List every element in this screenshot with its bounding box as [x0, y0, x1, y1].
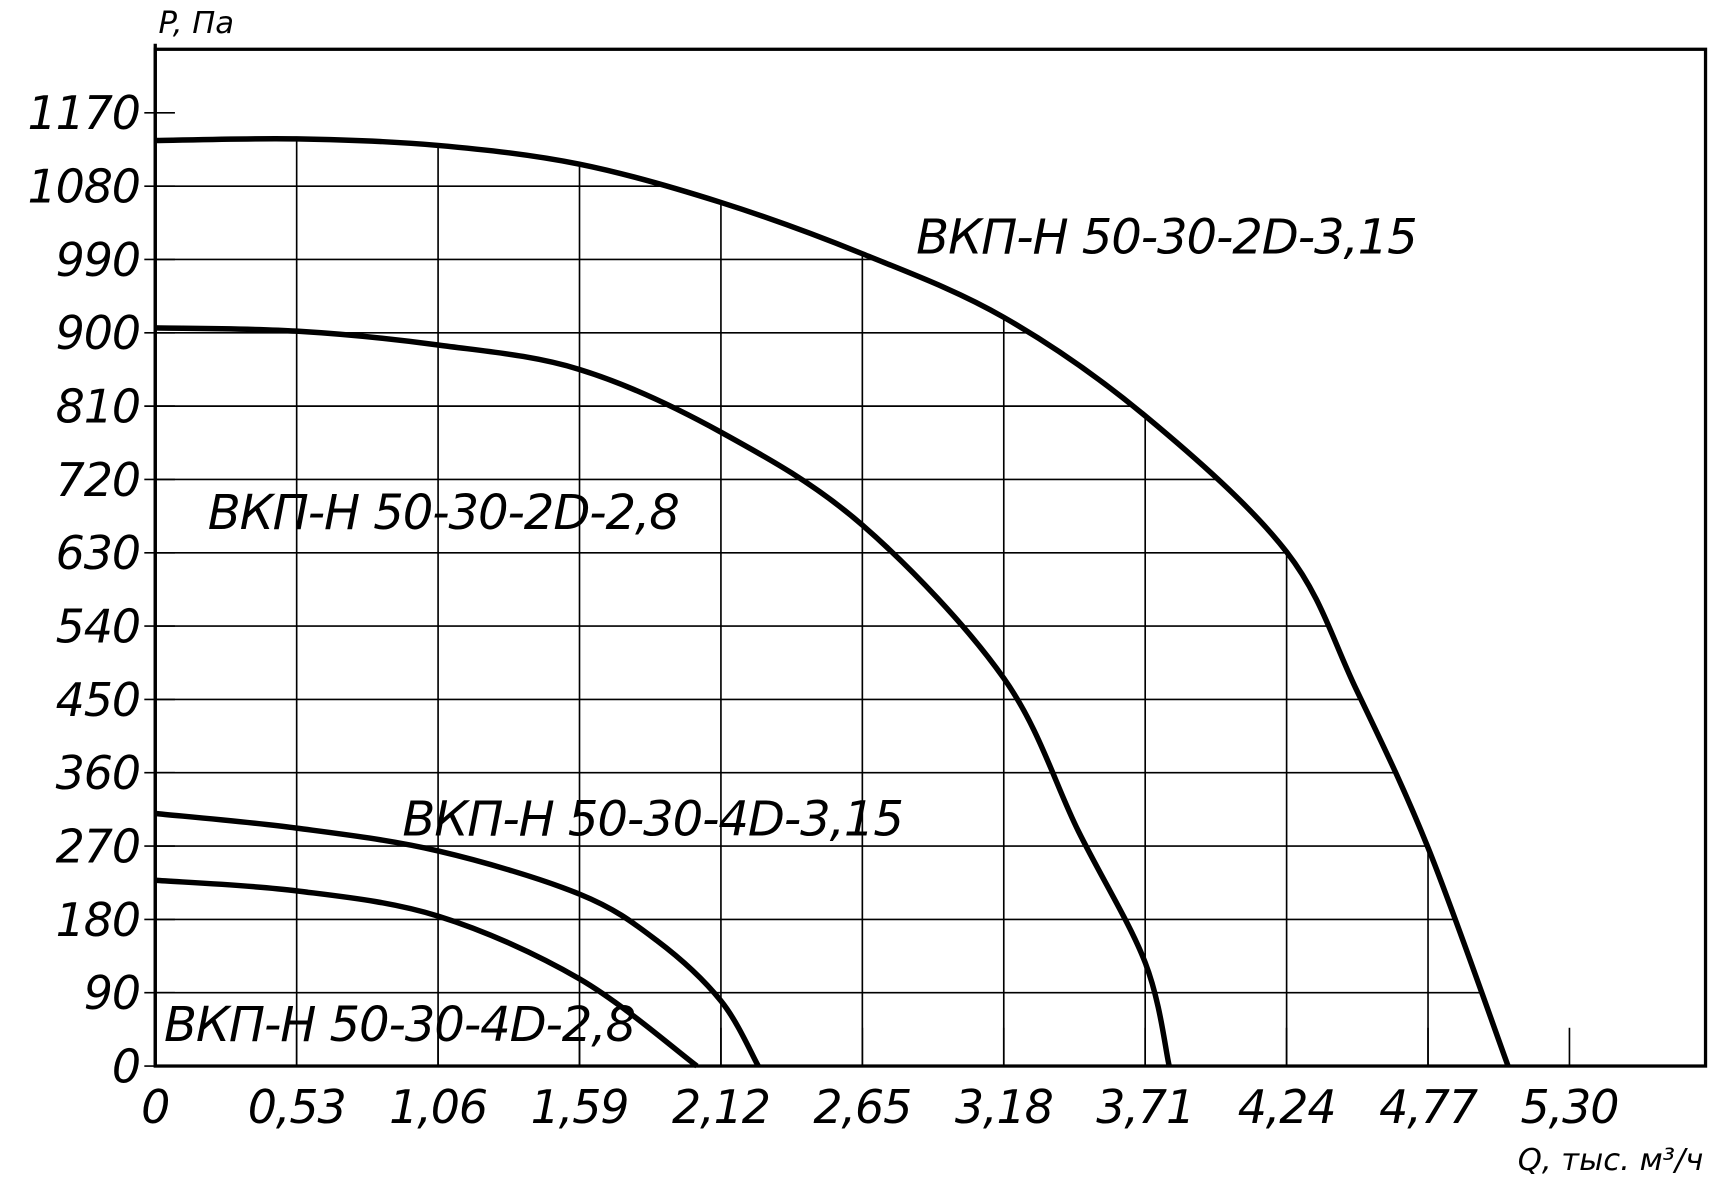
curve — [155, 135, 1511, 1067]
y-tick-label: 270 — [56, 819, 140, 873]
y-tick-label: 900 — [56, 306, 140, 360]
grid — [155, 138, 1509, 1067]
y-tick-label: 990 — [56, 233, 140, 287]
y-tick-label: 1170 — [27, 86, 139, 140]
x-tick-label: 3,71 — [1096, 1080, 1194, 1134]
x-axis-label: Q, тыс. м³/ч — [1518, 1143, 1704, 1178]
x-tick-label: 1,59 — [531, 1080, 629, 1134]
y-tick-label: 360 — [56, 746, 140, 800]
y-tick-label: 0 — [112, 1039, 140, 1093]
curve — [155, 325, 1172, 1067]
curve — [155, 877, 699, 1069]
x-tick-label: 4,77 — [1379, 1080, 1478, 1134]
x-tick-label: 3,18 — [955, 1080, 1053, 1134]
x-tick-label: 0 — [141, 1080, 169, 1134]
x-tick-label: 2,65 — [813, 1080, 911, 1134]
y-tick-label: 90 — [84, 966, 140, 1020]
y-tick-label: 1080 — [27, 160, 139, 214]
x-tick-label: 0,53 — [248, 1080, 346, 1134]
y-tick-label: 720 — [56, 453, 140, 507]
curve — [154, 810, 761, 1068]
x-tick-label: 2,12 — [672, 1080, 770, 1134]
y-axis-label: P, Па — [159, 6, 234, 41]
curve-label: ВКП-Н 50-30-2D-3,15 — [916, 210, 1417, 266]
curve-label: ВКП-Н 50-30-4D-2,8 — [164, 997, 635, 1053]
plot-frame — [153, 47, 1708, 1068]
x-tick-label: 1,06 — [389, 1080, 487, 1134]
x-tick-label: 4,24 — [1238, 1080, 1336, 1134]
y-tick-label: 180 — [56, 893, 140, 947]
y-tick-label: 630 — [56, 526, 140, 580]
curve-label: ВКП-Н 50-30-2D-2,8 — [208, 485, 679, 541]
y-tick-label: 810 — [56, 380, 140, 434]
curve-label: ВКП-Н 50-30-4D-3,15 — [402, 791, 903, 847]
x-tick-label: 5,30 — [1521, 1080, 1619, 1134]
y-tick-label: 540 — [56, 599, 140, 653]
y-tick-label: 450 — [56, 673, 140, 727]
